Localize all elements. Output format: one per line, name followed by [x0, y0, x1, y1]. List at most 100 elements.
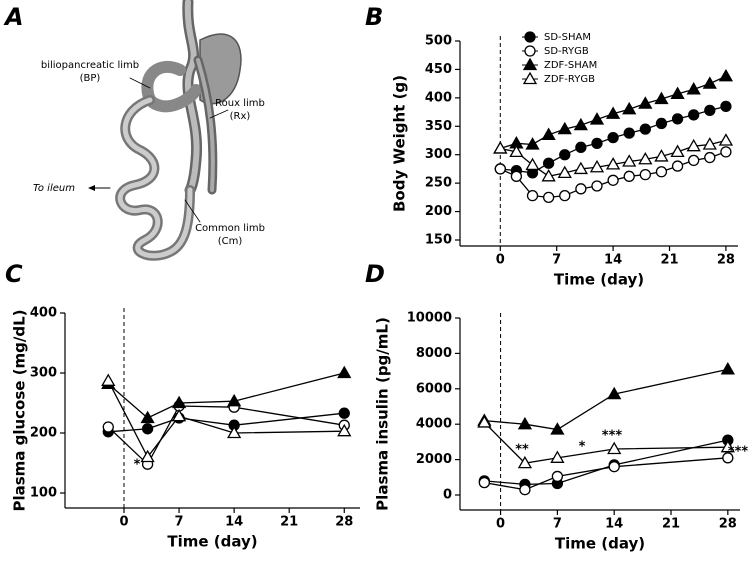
data-point — [607, 132, 619, 144]
data-point — [655, 166, 668, 178]
data-point — [720, 146, 732, 158]
data-point — [575, 141, 587, 153]
significance-mark: *** — [728, 445, 749, 460]
y-tick-label: 400 — [30, 306, 57, 321]
data-point — [337, 365, 352, 379]
anatomy-illustration — [88, 0, 242, 261]
x-tick-label: 0 — [496, 517, 505, 532]
data-point — [493, 141, 508, 154]
series-line — [107, 372, 345, 419]
data-point — [670, 86, 685, 100]
data-point — [477, 415, 492, 428]
data-point — [720, 439, 735, 453]
x-tick-label: 14 — [225, 515, 243, 530]
y-axis-title: Plasma insulin (pg/mL) — [374, 317, 392, 511]
x-tick-label: 28 — [719, 517, 737, 532]
data-point — [559, 149, 571, 161]
data-point — [526, 190, 539, 202]
illustration-label: (Cm) — [218, 236, 243, 247]
data-point — [622, 154, 637, 167]
x-tick-label: 28 — [717, 253, 735, 268]
x-tick-label: 14 — [605, 517, 623, 532]
data-point — [686, 138, 701, 152]
y-tick-label: 300 — [30, 366, 57, 381]
data-point — [338, 407, 350, 419]
data-point — [639, 168, 651, 181]
legend-label: SD-SHAM — [544, 32, 591, 43]
data-point — [686, 82, 701, 95]
data-point — [557, 121, 572, 135]
data-point — [718, 68, 734, 82]
data-point — [171, 395, 187, 409]
data-point — [227, 425, 242, 439]
data-point — [494, 163, 506, 175]
y-tick-label: 6000 — [416, 381, 452, 396]
data-point — [589, 159, 605, 173]
x-tick-label: 21 — [662, 517, 680, 532]
data-point — [575, 183, 587, 195]
data-point — [559, 190, 571, 202]
data-point — [688, 109, 700, 121]
panel-label: B — [365, 3, 383, 31]
legend-marker — [524, 31, 536, 43]
illustration-label: (BP) — [80, 73, 101, 84]
data-point — [623, 127, 635, 139]
y-axis-title: Plasma glucose (mg/dL) — [11, 309, 29, 511]
data-point — [573, 117, 588, 131]
data-point — [337, 423, 352, 437]
data-point — [704, 104, 716, 117]
data-point — [550, 422, 565, 435]
data-point — [722, 452, 734, 464]
data-point — [140, 449, 155, 463]
y-tick-label: 150 — [425, 233, 452, 248]
data-point — [623, 170, 635, 182]
panel-label: C — [5, 260, 23, 288]
legend-marker — [524, 45, 536, 57]
data-point — [720, 100, 732, 113]
data-point — [671, 113, 684, 125]
legend-label: ZDF-SHAM — [544, 60, 597, 71]
data-point — [655, 117, 668, 130]
data-point — [557, 165, 572, 179]
data-point — [670, 144, 685, 158]
data-point — [525, 137, 540, 150]
data-point — [141, 423, 154, 435]
data-point — [622, 101, 637, 115]
x-tick-label: 7 — [553, 517, 562, 532]
data-point — [704, 151, 716, 164]
data-point — [541, 127, 556, 140]
data-point — [589, 112, 605, 125]
significance-mark: ** — [515, 443, 529, 458]
data-point — [654, 91, 669, 105]
data-point — [551, 470, 564, 483]
x-axis-title: Time (day) — [167, 533, 257, 551]
y-tick-label: 450 — [425, 62, 452, 77]
legend-label: SD-RYGB — [544, 46, 589, 57]
x-axis-title: Time (day) — [554, 271, 644, 289]
data-point — [638, 151, 653, 165]
x-tick-label: 0 — [496, 253, 505, 268]
y-tick-label: 200 — [425, 204, 452, 219]
y-tick-label: 100 — [30, 486, 57, 501]
x-tick-label: 28 — [335, 515, 353, 530]
illustration-label: To ileum — [33, 183, 75, 194]
x-tick-label: 21 — [660, 253, 678, 268]
data-point — [550, 450, 565, 463]
data-point — [573, 161, 588, 175]
x-tick-label: 7 — [552, 253, 561, 268]
y-tick-label: 8000 — [416, 346, 452, 361]
data-point — [542, 191, 555, 204]
illustration-label: Roux limb — [215, 98, 265, 109]
data-point — [517, 416, 533, 430]
panel-label: A — [3, 3, 24, 31]
y-tick-label: 0 — [443, 488, 452, 503]
data-point — [718, 133, 734, 146]
data-point — [519, 484, 531, 496]
y-tick-label: 200 — [30, 426, 57, 441]
y-tick-label: 4000 — [416, 417, 452, 432]
data-point — [605, 106, 621, 119]
data-point — [654, 149, 669, 162]
data-point — [542, 157, 555, 169]
data-point — [605, 157, 621, 170]
